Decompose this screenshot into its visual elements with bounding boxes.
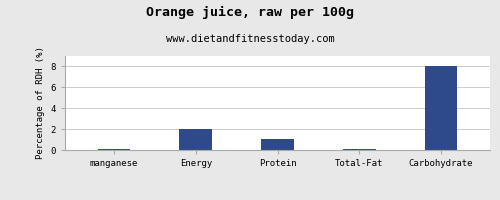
Bar [424, 66, 458, 150]
Text: Orange juice, raw per 100g: Orange juice, raw per 100g [146, 6, 354, 19]
Bar [261, 139, 294, 150]
Text: www.dietandfitnesstoday.com: www.dietandfitnesstoday.com [166, 34, 334, 44]
Bar [180, 129, 212, 150]
Y-axis label: Percentage of RDH (%): Percentage of RDH (%) [36, 47, 45, 159]
Bar [98, 149, 130, 150]
Bar [343, 149, 376, 150]
